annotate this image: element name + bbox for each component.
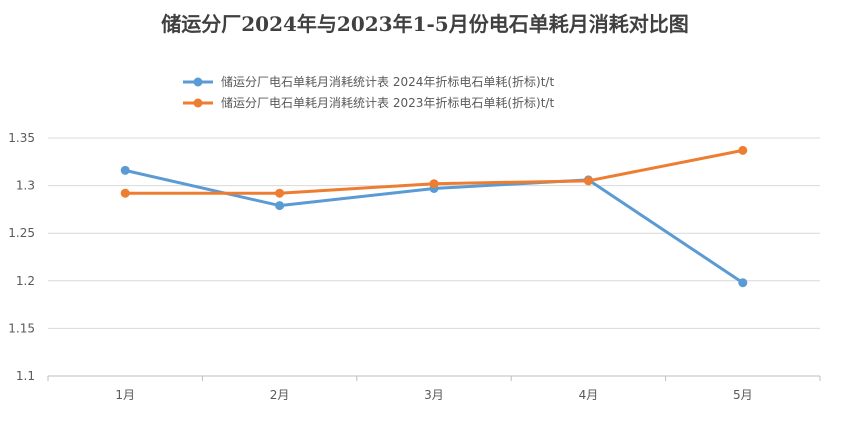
legend-label: 储运分厂电石单耗月消耗统计表 2024年折标电石单耗(折标)t/t	[221, 74, 554, 89]
data-point	[738, 145, 748, 155]
data-point	[120, 165, 130, 175]
y-tick-label: 1.15	[8, 321, 35, 335]
x-tick-label: 4月	[579, 388, 599, 402]
data-point	[120, 188, 130, 198]
y-tick-label: 1.3	[16, 179, 35, 193]
x-tick-label: 5月	[733, 388, 753, 402]
legend-label: 储运分厂电石单耗月消耗统计表 2023年折标电石单耗(折标)t/t	[221, 95, 554, 110]
data-point	[583, 176, 593, 186]
data-point	[429, 179, 439, 189]
series-lines	[120, 145, 748, 288]
x-tick-label: 1月	[115, 388, 135, 402]
gridlines	[48, 137, 820, 377]
legend-marker	[193, 98, 203, 108]
y-tick-label: 1.25	[8, 226, 35, 240]
axes: 1.1 1.15 1.2 1.25 1.3 1.35 1月 2月 3月 4月 5月	[8, 131, 821, 402]
legend: 储运分厂电石单耗月消耗统计表 2024年折标电石单耗(折标)t/t 储运分厂电石单…	[183, 74, 554, 110]
data-point	[275, 188, 285, 198]
legend-marker	[193, 77, 203, 87]
x-tick-label: 2月	[270, 388, 290, 402]
chart-title: 储运分厂2024年与2023年1-5月份电石单耗月消耗对比图	[161, 12, 689, 36]
y-tick-label: 1.1	[16, 369, 35, 383]
x-tick-label: 3月	[424, 388, 444, 402]
y-tick-label: 1.35	[8, 131, 35, 145]
y-tick-label: 1.2	[16, 274, 35, 288]
data-point	[738, 278, 748, 288]
data-point	[275, 201, 285, 211]
